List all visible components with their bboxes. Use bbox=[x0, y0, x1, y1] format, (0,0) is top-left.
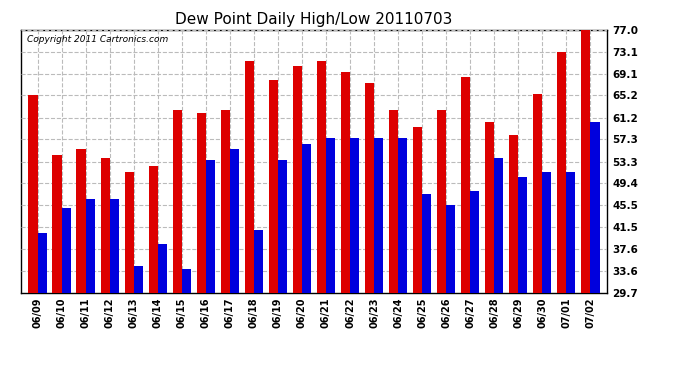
Bar bbox=[317, 60, 326, 375]
Bar bbox=[221, 111, 230, 375]
Bar bbox=[461, 77, 470, 375]
Bar bbox=[293, 66, 302, 375]
Bar bbox=[28, 96, 37, 375]
Bar bbox=[77, 149, 86, 375]
Bar bbox=[422, 194, 431, 375]
Bar bbox=[110, 199, 119, 375]
Bar bbox=[485, 122, 494, 375]
Bar bbox=[398, 138, 407, 375]
Bar bbox=[245, 60, 254, 375]
Bar bbox=[413, 127, 422, 375]
Bar bbox=[470, 191, 480, 375]
Bar bbox=[494, 158, 504, 375]
Bar bbox=[37, 232, 47, 375]
Bar bbox=[61, 208, 70, 375]
Bar bbox=[326, 138, 335, 375]
Bar bbox=[278, 160, 287, 375]
Bar bbox=[365, 83, 374, 375]
Bar bbox=[437, 111, 446, 375]
Title: Dew Point Daily High/Low 20110703: Dew Point Daily High/Low 20110703 bbox=[175, 12, 453, 27]
Bar bbox=[158, 244, 167, 375]
Bar bbox=[591, 122, 600, 375]
Bar bbox=[181, 268, 191, 375]
Bar bbox=[566, 171, 575, 375]
Bar bbox=[230, 149, 239, 375]
Bar bbox=[581, 30, 591, 375]
Bar bbox=[254, 230, 263, 375]
Bar bbox=[350, 138, 359, 375]
Bar bbox=[389, 111, 398, 375]
Bar bbox=[558, 52, 566, 375]
Bar bbox=[86, 199, 95, 375]
Bar bbox=[374, 138, 383, 375]
Bar bbox=[197, 113, 206, 375]
Bar bbox=[542, 171, 551, 375]
Bar bbox=[533, 94, 542, 375]
Bar bbox=[518, 177, 527, 375]
Text: Copyright 2011 Cartronics.com: Copyright 2011 Cartronics.com bbox=[26, 35, 168, 44]
Bar bbox=[52, 155, 61, 375]
Bar bbox=[509, 135, 518, 375]
Bar bbox=[446, 205, 455, 375]
Bar bbox=[172, 111, 181, 375]
Bar bbox=[101, 158, 110, 375]
Bar bbox=[124, 171, 134, 375]
Bar bbox=[269, 80, 278, 375]
Bar bbox=[134, 266, 143, 375]
Bar bbox=[341, 72, 350, 375]
Bar bbox=[302, 144, 311, 375]
Bar bbox=[206, 160, 215, 375]
Bar bbox=[148, 166, 158, 375]
